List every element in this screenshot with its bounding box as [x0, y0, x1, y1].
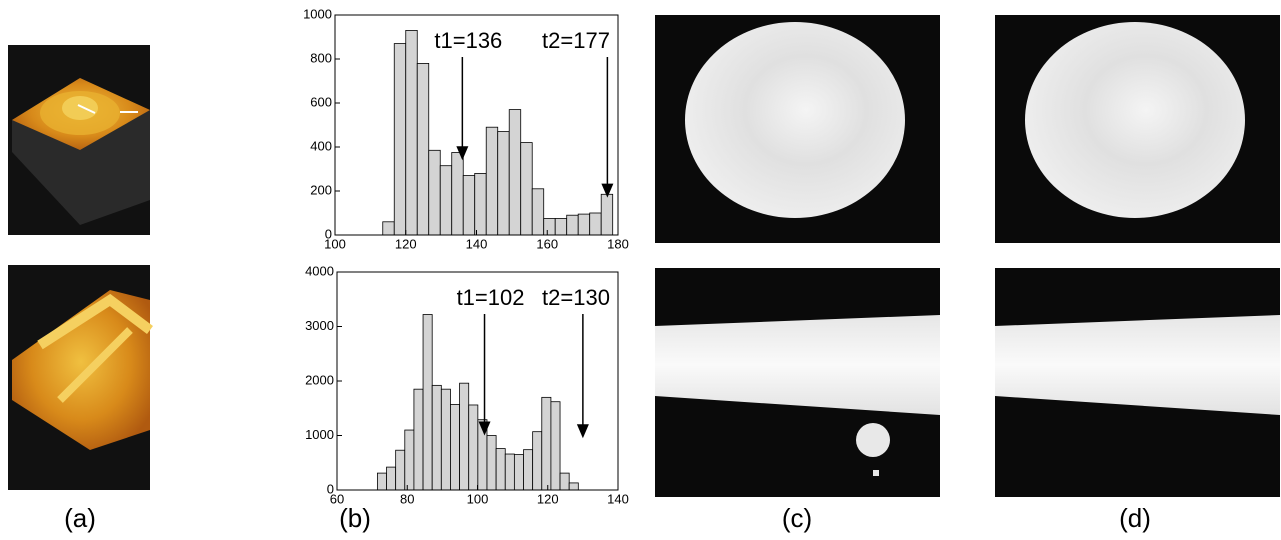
bar	[541, 396, 552, 491]
x-tick-label: 100	[467, 491, 489, 506]
bar	[504, 453, 515, 491]
bar	[600, 193, 614, 236]
x-tick-label: 160	[536, 236, 558, 251]
bar	[382, 221, 395, 236]
y-tick-label: 800	[310, 50, 332, 65]
bar	[431, 384, 442, 491]
bar	[386, 466, 397, 491]
bar	[428, 149, 441, 236]
y-tick-label: 200	[310, 182, 332, 197]
x-tick-label: 80	[400, 491, 414, 506]
y-tick-label: 4000	[305, 263, 334, 278]
panel-caption: (c)	[782, 503, 812, 533]
bar	[451, 152, 464, 236]
y-tick-label: 2000	[305, 372, 334, 387]
x-tick-label: 140	[607, 491, 629, 506]
bar	[513, 454, 524, 491]
bar	[405, 29, 418, 236]
y-tick-label: 1000	[305, 427, 334, 442]
bar	[439, 165, 453, 236]
bar	[523, 449, 534, 491]
bar	[404, 429, 415, 491]
x-tick-label: 120	[395, 236, 417, 251]
annotation: t1=136	[434, 28, 502, 53]
bar	[462, 175, 476, 236]
scale-label: 11 µm	[255, 204, 303, 223]
y-tick-label: 1000	[303, 6, 332, 21]
bar	[474, 172, 487, 236]
arrow-head	[456, 146, 469, 161]
bar	[485, 126, 499, 236]
annotation: t1=102	[457, 285, 525, 310]
y-tick-label: 0	[327, 481, 334, 496]
arrow-head	[601, 183, 614, 198]
bar	[589, 212, 602, 236]
scale-label: 170 nm	[150, 399, 195, 414]
arrow-head	[478, 421, 491, 436]
bar	[508, 109, 522, 236]
y-tick-label: 400	[310, 138, 332, 153]
y-tick-label: 0	[325, 226, 332, 241]
bar	[486, 435, 497, 491]
bar	[577, 213, 591, 236]
segmented-image-c-top	[655, 15, 940, 243]
y-tick-label: 600	[310, 94, 332, 109]
bar	[395, 449, 406, 491]
bar	[393, 43, 407, 236]
scale-label: 6.4 µm	[232, 104, 273, 119]
bar	[468, 404, 479, 491]
bar	[450, 404, 460, 491]
bar	[495, 448, 506, 491]
bar	[413, 388, 424, 491]
arrow-head	[576, 424, 589, 439]
bar	[568, 482, 579, 491]
bar	[543, 218, 556, 236]
bar	[559, 472, 570, 491]
afm-image-bottom	[8, 265, 299, 490]
panel-caption: (a)	[64, 503, 96, 533]
x-tick-label: 120	[537, 491, 559, 506]
bar	[531, 188, 545, 236]
annotation: t2=130	[542, 285, 610, 310]
x-tick-label: 140	[466, 236, 488, 251]
segmented-image-d-bottom	[995, 268, 1280, 497]
bar	[520, 142, 533, 236]
bar	[532, 431, 543, 491]
bar	[422, 314, 433, 491]
bar	[459, 382, 470, 491]
scale-label: 2.5 µm	[245, 463, 298, 482]
bar	[554, 218, 568, 236]
x-tick-label: 100	[324, 236, 346, 251]
bar	[550, 401, 561, 491]
bar	[416, 63, 430, 236]
segmented-image-d-top	[995, 15, 1280, 243]
x-tick-label: 180	[607, 236, 629, 251]
annotation: t2=177	[542, 28, 610, 53]
bar	[497, 131, 510, 236]
y-tick-label: 3000	[305, 318, 334, 333]
bar	[566, 214, 579, 236]
panel-caption: (d)	[1119, 503, 1151, 533]
x-tick-label: 60	[330, 491, 344, 506]
panel-caption: (b)	[339, 503, 371, 533]
bar	[376, 472, 387, 491]
segmented-image-c-bottom	[655, 268, 940, 497]
afm-image-top	[8, 45, 299, 235]
bar	[440, 388, 451, 491]
